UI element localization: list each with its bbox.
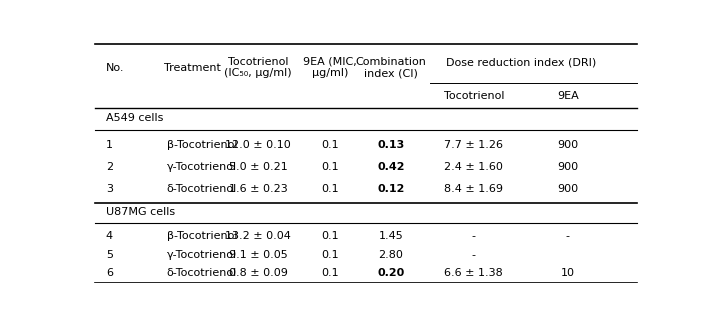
- Text: 2.80: 2.80: [378, 250, 403, 260]
- Text: 1.6 ± 0.23: 1.6 ± 0.23: [228, 184, 288, 194]
- Text: Dose reduction index (DRI): Dose reduction index (DRI): [446, 58, 596, 68]
- Text: Tocotrienol: Tocotrienol: [443, 91, 504, 101]
- Text: Tocotrienol
(IC₅₀, μg/ml): Tocotrienol (IC₅₀, μg/ml): [224, 57, 292, 78]
- Text: -: -: [566, 231, 570, 241]
- Text: 900: 900: [558, 140, 578, 150]
- Text: 2: 2: [106, 162, 113, 172]
- Text: 9EA: 9EA: [557, 91, 579, 101]
- Text: γ-Tocotrienol: γ-Tocotrienol: [166, 250, 237, 260]
- Text: 13.2 ± 0.04: 13.2 ± 0.04: [225, 231, 291, 241]
- Text: No.: No.: [106, 63, 124, 73]
- Text: 5: 5: [106, 250, 113, 260]
- Text: 900: 900: [558, 184, 578, 194]
- Text: 3: 3: [106, 184, 113, 194]
- Text: 0.1: 0.1: [321, 250, 338, 260]
- Text: 0.20: 0.20: [377, 268, 404, 278]
- Text: 10: 10: [561, 268, 575, 278]
- Text: A549 cells: A549 cells: [106, 113, 164, 123]
- Text: 8.4 ± 1.69: 8.4 ± 1.69: [444, 184, 503, 194]
- Text: Combination
index (CI): Combination index (CI): [356, 57, 426, 78]
- Text: δ-Tocotrienol: δ-Tocotrienol: [166, 184, 237, 194]
- Text: -: -: [472, 250, 476, 260]
- Text: -: -: [472, 231, 476, 241]
- Text: 0.1: 0.1: [321, 231, 338, 241]
- Text: 1.45: 1.45: [378, 231, 403, 241]
- Text: 2.4 ± 1.60: 2.4 ± 1.60: [444, 162, 503, 172]
- Text: γ-Tocotrienol: γ-Tocotrienol: [166, 162, 237, 172]
- Text: 0.13: 0.13: [377, 140, 404, 150]
- Text: 0.1: 0.1: [321, 184, 338, 194]
- Text: 0.1: 0.1: [321, 162, 338, 172]
- Text: 0.1: 0.1: [321, 140, 338, 150]
- Text: 0.12: 0.12: [377, 184, 405, 194]
- Text: 1: 1: [106, 140, 113, 150]
- Text: 12.0 ± 0.10: 12.0 ± 0.10: [225, 140, 291, 150]
- Text: β-Tocotrienol: β-Tocotrienol: [166, 231, 237, 241]
- Text: 6: 6: [106, 268, 113, 278]
- Text: U87MG cells: U87MG cells: [106, 207, 175, 217]
- Text: 0.1: 0.1: [321, 268, 338, 278]
- Text: 4: 4: [106, 231, 113, 241]
- Text: β-Tocotrienol: β-Tocotrienol: [166, 140, 237, 150]
- Text: 9EA (MIC,
μg/ml): 9EA (MIC, μg/ml): [303, 57, 357, 78]
- Text: 6.6 ± 1.38: 6.6 ± 1.38: [444, 268, 503, 278]
- Text: 9.1 ± 0.05: 9.1 ± 0.05: [228, 250, 288, 260]
- Text: 5.0 ± 0.21: 5.0 ± 0.21: [228, 162, 288, 172]
- Text: 0.8 ± 0.09: 0.8 ± 0.09: [228, 268, 288, 278]
- Text: 900: 900: [558, 162, 578, 172]
- Text: 0.42: 0.42: [377, 162, 405, 172]
- Text: δ-Tocotrienol: δ-Tocotrienol: [166, 268, 237, 278]
- Text: 7.7 ± 1.26: 7.7 ± 1.26: [444, 140, 503, 150]
- Text: Treatment: Treatment: [164, 63, 221, 73]
